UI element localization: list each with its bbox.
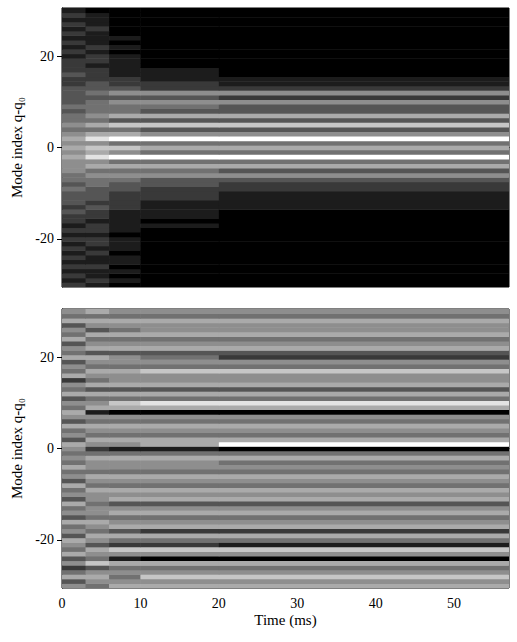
svg-text:20: 20 (40, 350, 54, 365)
svg-text:-20: -20 (35, 231, 54, 246)
svg-text:40: 40 (369, 596, 383, 611)
svg-text:20: 20 (40, 49, 54, 64)
svg-text:Time (ms): Time (ms) (254, 612, 316, 629)
svg-text:10: 10 (133, 596, 147, 611)
svg-text:20: 20 (212, 596, 226, 611)
svg-text:Mode index q-q₀: Mode index q-q₀ (9, 97, 25, 198)
svg-text:0: 0 (47, 441, 54, 456)
svg-text:50: 50 (447, 596, 461, 611)
svg-text:0: 0 (47, 140, 54, 155)
svg-text:30: 30 (290, 596, 304, 611)
svg-text:Mode index q-q₀: Mode index q-q₀ (9, 398, 25, 499)
svg-text:-20: -20 (35, 532, 54, 547)
svg-text:0: 0 (59, 596, 66, 611)
